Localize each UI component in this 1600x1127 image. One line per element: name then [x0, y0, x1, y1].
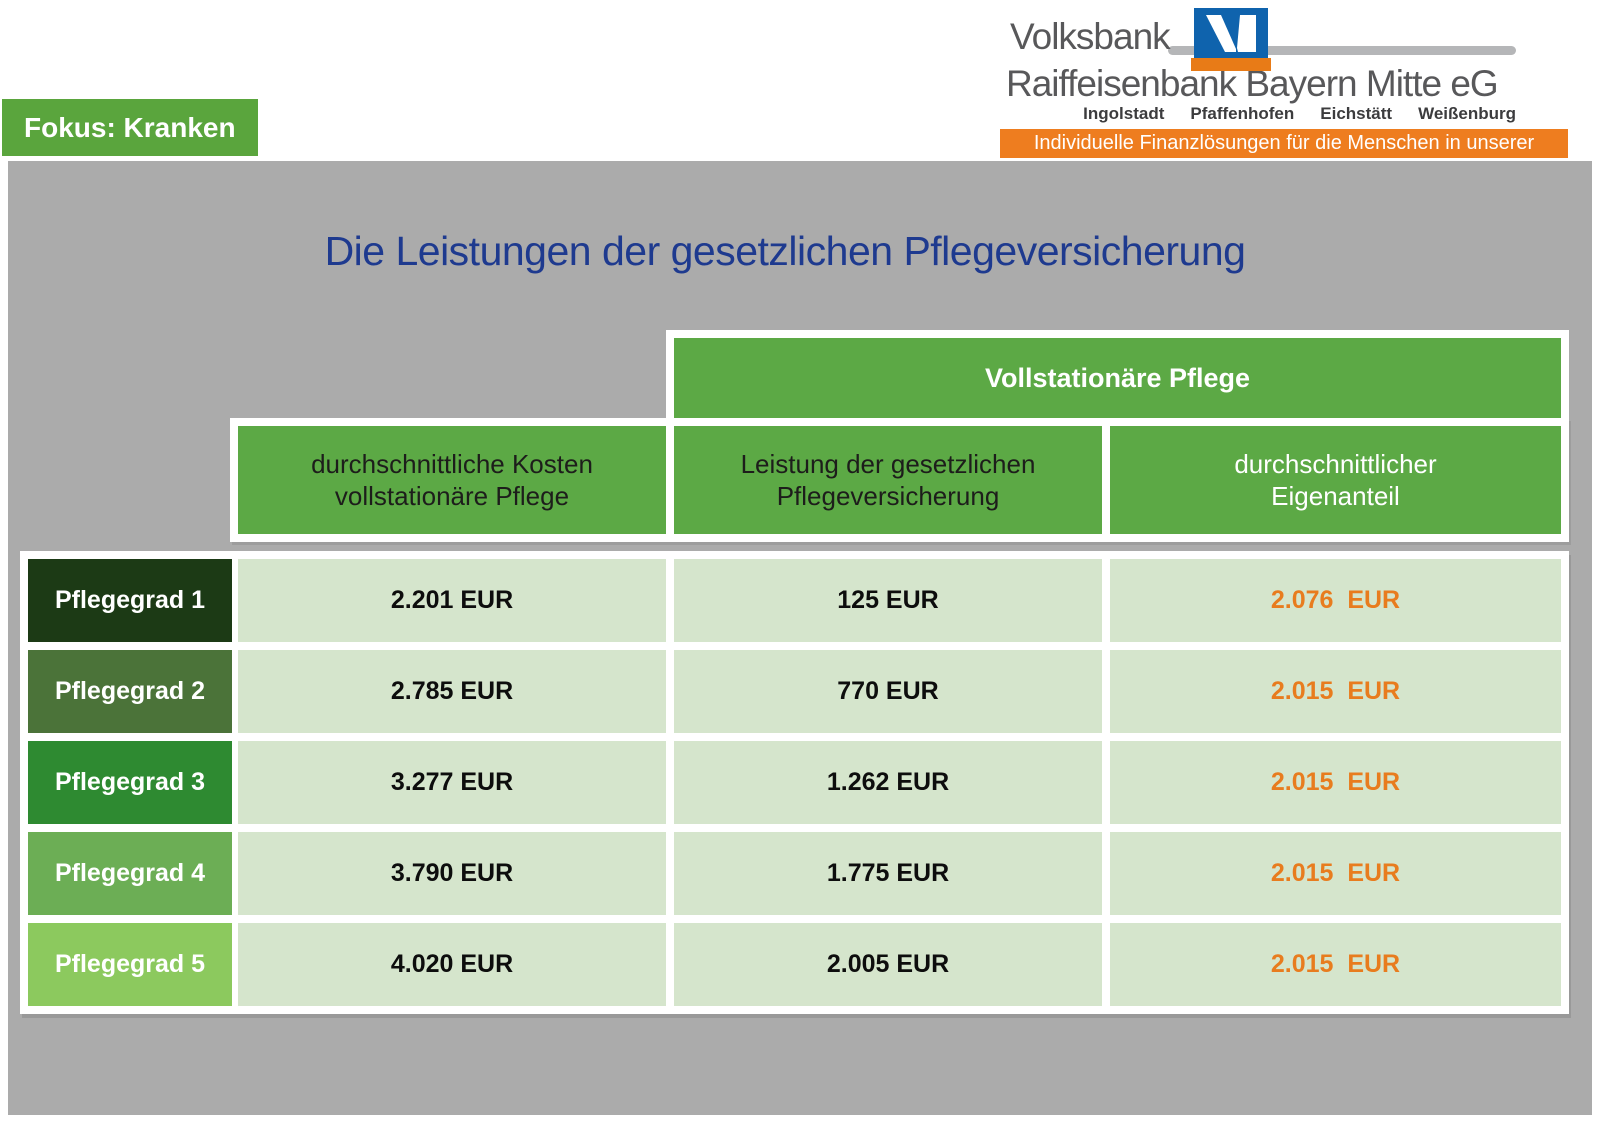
column-header-leistung-line2: Pflegeversicherung: [776, 481, 1000, 511]
row-label-pflegegrad-5: Pflegegrad 5: [28, 923, 232, 1006]
cell-own-share-row3: 2.015 EUR: [1110, 741, 1561, 824]
city-eichstaett: Eichstätt: [1320, 104, 1393, 123]
row-label-pflegegrad-4: Pflegegrad 4: [28, 832, 232, 915]
city-weissenburg: Weißenburg: [1418, 104, 1516, 123]
cell-benefit-row4: 1.775 EUR: [674, 832, 1102, 915]
cell-cost-row1: 2.201 EUR: [238, 559, 666, 642]
logo-text-volksbank: Volksbank: [1010, 16, 1171, 57]
cell-cost-row5: 4.020 EUR: [238, 923, 666, 1006]
cell-own-share-row1: 2.076 EUR: [1110, 559, 1561, 642]
column-header-leistung-line1: Leistung der gesetzlichen: [740, 449, 1036, 479]
cell-benefit-row2: 770 EUR: [674, 650, 1102, 733]
city-ingolstadt: Ingolstadt: [1083, 104, 1165, 123]
vr-logo-v-glyph: [1206, 15, 1256, 52]
row-label-pflegegrad-1: Pflegegrad 1: [28, 559, 232, 642]
vr-logo-orange-bar: [1191, 58, 1271, 71]
row-label-pflegegrad-3: Pflegegrad 3: [28, 741, 232, 824]
cell-cost-row4: 3.790 EUR: [238, 832, 666, 915]
column-header-leistung: Leistung der gesetzlichen Pflegeversiche…: [674, 426, 1102, 534]
city-pfaffenhofen: Pfaffenhofen: [1190, 104, 1295, 123]
cell-own-share-row4: 2.015 EUR: [1110, 832, 1561, 915]
column-header-eigenanteil: durchschnittlicher Eigenanteil: [1110, 426, 1561, 534]
cell-own-share-row2: 2.015 EUR: [1110, 650, 1561, 733]
slide-title: Die Leistungen der gesetzlichen Pflegeve…: [324, 228, 1246, 274]
row-label-pflegegrad-2: Pflegegrad 2: [28, 650, 232, 733]
column-header-eigenanteil-line2: Eigenanteil: [1271, 481, 1400, 511]
cell-benefit-row3: 1.262 EUR: [674, 741, 1102, 824]
column-header-kosten: durchschnittliche Kosten vollstationäre …: [238, 426, 666, 534]
logo-city-list: Ingolstadt Pfaffenhofen Eichstätt Weißen…: [1000, 104, 1516, 124]
table-span-header: Vollstationäre Pflege: [674, 338, 1561, 418]
cell-cost-row2: 2.785 EUR: [238, 650, 666, 733]
logo-tagline-banner: Individuelle Finanzlösungen für die Mens…: [1000, 129, 1568, 183]
column-header-kosten-line2: vollstationäre Pflege: [334, 481, 570, 511]
focus-kranken-badge: Fokus: Kranken: [2, 99, 258, 156]
vr-logo-icon: [1194, 8, 1268, 58]
column-header-kosten-line1: durchschnittliche Kosten: [311, 449, 593, 479]
logo-horizontal-line: [1168, 46, 1516, 55]
cell-own-share-row5: 2.015 EUR: [1110, 923, 1561, 1006]
cell-benefit-row1: 125 EUR: [674, 559, 1102, 642]
cell-benefit-row5: 2.005 EUR: [674, 923, 1102, 1006]
column-header-eigenanteil-line1: durchschnittlicher: [1234, 449, 1437, 479]
cell-cost-row3: 3.277 EUR: [238, 741, 666, 824]
